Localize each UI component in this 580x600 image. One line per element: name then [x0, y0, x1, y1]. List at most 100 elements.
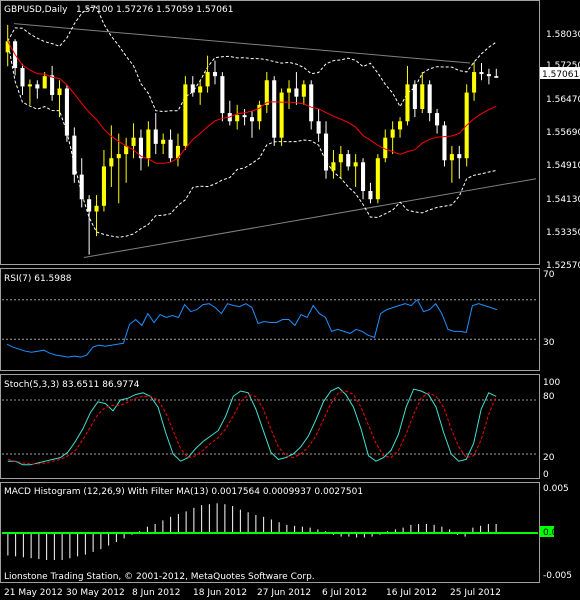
candle-body — [309, 84, 314, 122]
copyright-text: Lionstone Trading Station, © 2001-2012, … — [4, 572, 315, 582]
candle-body — [131, 137, 136, 146]
macd-level-label: 0.00 — [543, 528, 563, 538]
candle-body — [294, 88, 299, 97]
candle-body — [235, 115, 240, 122]
candle-body — [494, 76, 499, 78]
candle-body — [412, 84, 417, 109]
rsi-level-label: 70 — [543, 270, 555, 280]
price-tick: 1.52570 — [546, 261, 580, 271]
rsi-panel-frame — [0, 268, 540, 371]
rsi-title: RSI(7) 61.5988 — [4, 274, 72, 284]
candle-body — [257, 104, 262, 122]
candle-body — [168, 139, 173, 159]
candle-body — [383, 137, 388, 159]
candle-body — [427, 84, 432, 114]
lower-band-line — [7, 41, 497, 238]
x-axis-label: 27 Jun 2012 — [257, 588, 311, 598]
rsi-panel — [2, 298, 538, 358]
candle-body — [398, 121, 403, 130]
candle-body — [42, 76, 47, 89]
x-axis-label: 21 May 2012 — [4, 588, 63, 598]
price-tick: 1.53350 — [546, 228, 580, 238]
x-axis-label: 6 Jul 2012 — [322, 588, 367, 598]
stoch-title: Stoch(5,3,3) 83.6511 86.9774 — [4, 380, 140, 390]
candle-body — [442, 125, 447, 161]
candle-body — [435, 113, 440, 126]
support-trendline — [83, 178, 537, 258]
candle-body — [57, 88, 62, 96]
candle-body — [479, 72, 484, 75]
candle-body — [50, 75, 55, 96]
macd-zero-tag — [540, 526, 554, 537]
current-price-label: 1.57061 — [542, 70, 579, 80]
rsi-line — [6, 298, 498, 358]
candle-body — [368, 191, 373, 200]
candle-body — [301, 84, 306, 97]
x-axis-label: 16 Jul 2012 — [386, 588, 437, 598]
macd-title: MACD Histogram (12,26,9) With Filter MA(… — [4, 487, 363, 497]
candle-body — [286, 88, 292, 93]
rsi-level-label: 30 — [543, 338, 555, 348]
candle-body — [220, 76, 225, 114]
candle-body — [205, 72, 210, 87]
candle-body — [87, 199, 92, 212]
x-axis-label: 30 May 2012 — [66, 588, 125, 598]
candle-body — [449, 154, 454, 161]
stoch-panel-frame — [0, 374, 540, 479]
candle-body — [420, 84, 425, 109]
x-axis-label: 8 Jun 2012 — [132, 588, 180, 598]
candle-body — [264, 80, 269, 105]
candle-body — [375, 158, 380, 200]
current-price-tag — [540, 67, 580, 79]
price-tick: 1.56470 — [546, 95, 580, 105]
moving-average-line — [7, 41, 497, 164]
candle-body — [316, 121, 321, 134]
candle-body — [190, 84, 195, 93]
candle-body — [331, 162, 336, 171]
stoch-main-line — [7, 386, 497, 466]
x-axis-label: 25 Jul 2012 — [450, 588, 501, 598]
candle-body — [212, 72, 218, 77]
price-title: GBPUSD,Daily — [4, 5, 68, 15]
candle-body — [486, 74, 491, 77]
price-tick: 1.55690 — [546, 128, 580, 138]
candle-body — [94, 205, 99, 212]
candle-body — [183, 84, 188, 146]
candle-body — [353, 162, 358, 167]
candle-body — [153, 129, 158, 144]
candle-body — [323, 133, 329, 171]
macd-panel-frame — [0, 482, 540, 583]
candle-body — [175, 145, 181, 159]
candle-body — [72, 135, 77, 175]
candle-body — [338, 154, 343, 163]
candle-body — [116, 154, 121, 159]
candle-body — [279, 92, 284, 138]
price-tick: 1.57250 — [546, 61, 580, 71]
candle-body — [20, 67, 25, 87]
candle-body — [346, 154, 351, 167]
candle-body — [27, 84, 32, 87]
candle-body — [472, 72, 477, 93]
macd-panel — [2, 503, 538, 560]
candle-body — [198, 86, 203, 93]
candle-body — [457, 154, 462, 159]
price-tick: 1.58030 — [546, 30, 580, 40]
stoch-panel — [2, 386, 538, 466]
candle-body — [101, 166, 106, 206]
candle-body — [361, 162, 366, 192]
x-axis-label: 18 Jun 2012 — [193, 588, 247, 598]
stoch-level-label: 100 — [543, 378, 560, 388]
candle-body — [79, 174, 84, 200]
stoch-level-label: 0 — [543, 470, 549, 480]
price-panel-frame — [0, 0, 540, 265]
candle-body — [390, 129, 395, 138]
price-tick: 1.54910 — [546, 161, 580, 171]
upper-band-line — [7, 6, 497, 113]
candle-body — [249, 117, 255, 122]
resistance-trendline — [13, 23, 471, 64]
candle-body — [405, 84, 410, 122]
candle-body — [161, 139, 166, 144]
stoch-level-label: 80 — [543, 392, 555, 402]
